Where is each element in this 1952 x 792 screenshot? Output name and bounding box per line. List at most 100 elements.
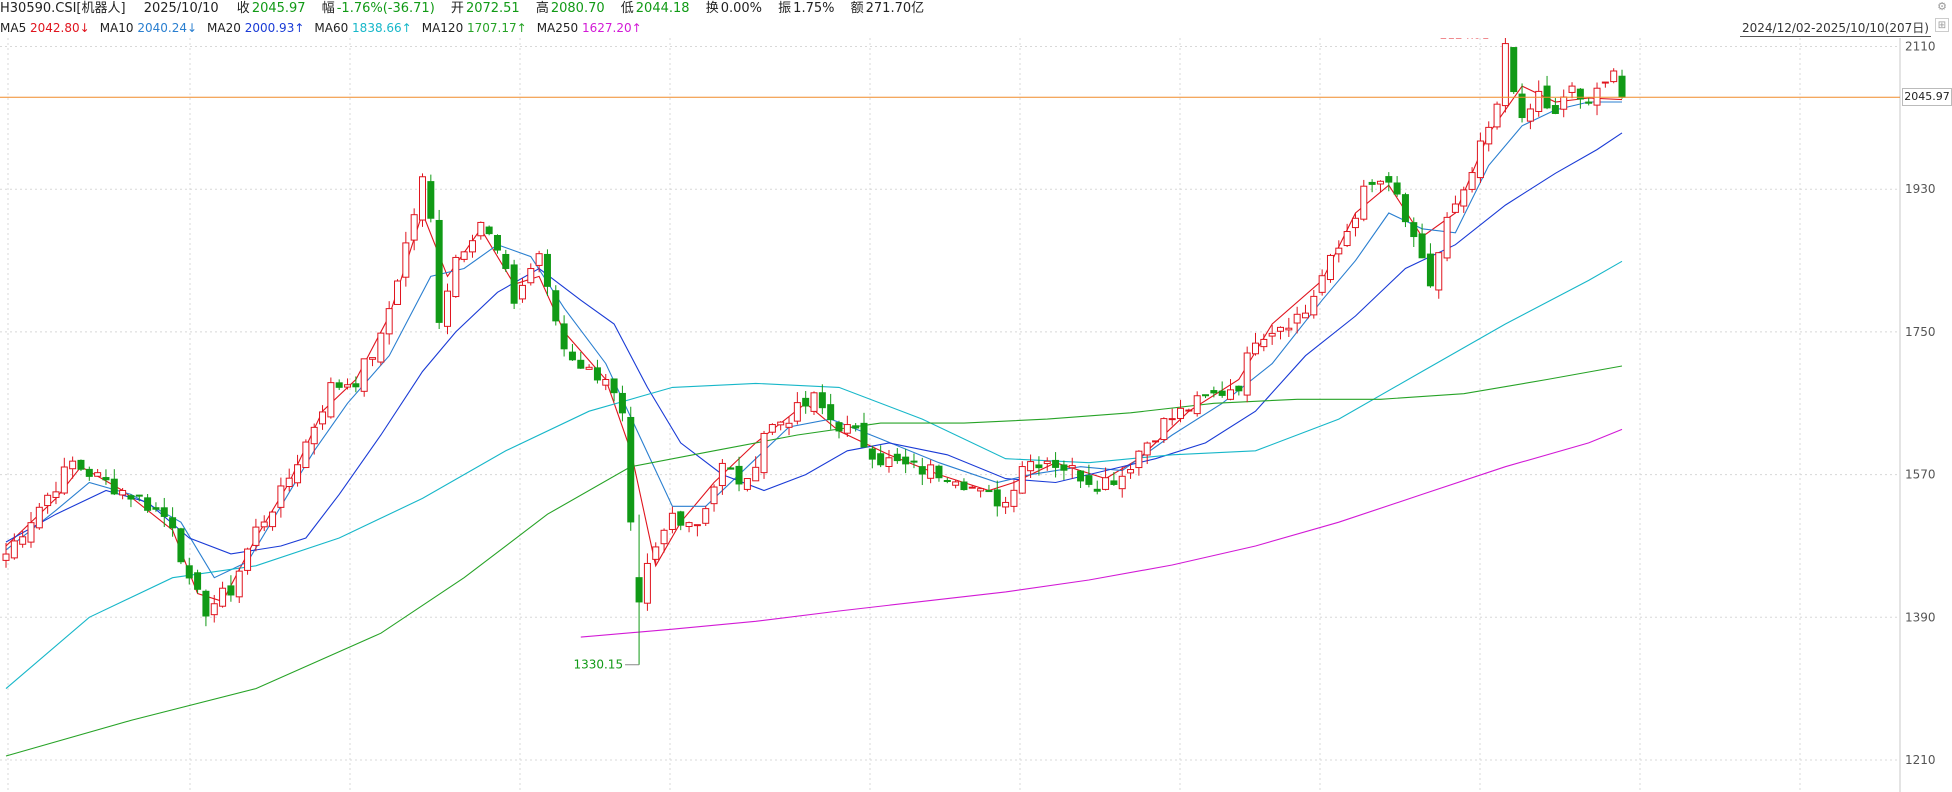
turnover-value: 0.00%	[720, 1, 763, 16]
candle-body	[943, 480, 951, 483]
ma-value: 1627.20↑	[581, 21, 642, 35]
candle-body	[94, 472, 102, 477]
candle-body	[1152, 440, 1160, 443]
candle-body	[660, 529, 668, 545]
low-label: 低	[620, 1, 634, 16]
candle-body	[1110, 480, 1118, 485]
candle-body	[1060, 464, 1068, 471]
candle-body	[260, 521, 268, 528]
candle-body	[427, 181, 435, 219]
candle-body	[1202, 394, 1210, 397]
candle-body	[627, 416, 635, 523]
candle-body	[402, 242, 410, 278]
candle-body	[1576, 88, 1584, 100]
candle-body	[410, 214, 418, 241]
candle-body	[443, 290, 451, 327]
open-label: 开	[450, 1, 464, 16]
close-field: 收 2045.97	[237, 1, 312, 16]
candle-body	[543, 253, 551, 287]
candle-body	[585, 366, 593, 370]
ma-legend-ma250: MA250 1627.20↑	[537, 21, 642, 35]
candle-body	[1568, 85, 1576, 93]
candle-body	[1526, 108, 1534, 122]
ma-label: MA250	[536, 21, 582, 35]
expand-icon[interactable]: ⊞	[1935, 18, 1949, 32]
candle-body	[1068, 465, 1076, 469]
ma-line-ma10	[5, 101, 1622, 579]
candle-body	[127, 495, 135, 500]
high-value: 2080.70	[550, 1, 605, 16]
candle-body	[860, 422, 868, 448]
candle-body	[877, 453, 885, 466]
candle-body	[852, 425, 860, 429]
candle-body	[843, 424, 851, 434]
high-label: 高	[535, 1, 549, 16]
candle-body	[510, 264, 518, 304]
candle-body	[702, 508, 710, 524]
candle-body	[1135, 450, 1143, 469]
candle-body	[335, 382, 343, 388]
ma-line-ma60	[5, 260, 1623, 690]
ma-legend-ma60: MA60 1838.66↑	[314, 21, 411, 35]
y-tick-label: 2110	[1905, 40, 1936, 54]
candle-body	[294, 464, 302, 484]
candle-body	[460, 251, 468, 260]
candle-body	[227, 585, 235, 596]
candle-body	[693, 524, 701, 527]
max-annotation-label: 2124.91	[1440, 38, 1490, 42]
candle-body	[485, 226, 493, 235]
candle-body	[752, 466, 760, 482]
y-tick-label: 1210	[1905, 753, 1936, 767]
ma-line-ma20	[5, 132, 1623, 555]
candle-body	[1102, 477, 1110, 490]
low-value: 2044.18	[635, 1, 690, 16]
candle-body	[502, 253, 510, 269]
candle-body	[1485, 126, 1493, 145]
candle-body	[394, 280, 402, 305]
open-field: 开 2072.51	[451, 1, 526, 16]
candle-body	[618, 392, 626, 414]
candle-body	[1393, 182, 1401, 195]
candle-body	[144, 497, 152, 511]
candle-body	[1052, 459, 1060, 468]
candle-body	[1493, 103, 1501, 128]
candle-body	[910, 460, 918, 463]
candle-body	[1193, 395, 1201, 415]
ma-label: MA120	[421, 21, 468, 35]
change-value: -1.76%(-36.71)	[336, 1, 435, 16]
candle-body	[593, 367, 601, 381]
candle-body	[52, 491, 60, 498]
candle-body	[235, 570, 243, 598]
candle-body	[1343, 231, 1351, 247]
candle-body	[102, 477, 110, 481]
candle-body	[194, 572, 202, 590]
candle-body	[1143, 442, 1151, 456]
candle-body	[60, 466, 68, 494]
high-field: 高 2080.70	[536, 1, 611, 16]
candle-body	[960, 481, 968, 491]
candle-body	[735, 465, 743, 485]
settings-icon[interactable]: ⚙	[1937, 0, 1947, 13]
ma-value: 2040.24↓	[137, 21, 198, 35]
candle-body	[1085, 475, 1093, 485]
candle-body	[1310, 295, 1318, 316]
candle-body	[1593, 87, 1601, 106]
candle-body	[1218, 390, 1226, 396]
candle-body	[568, 351, 576, 361]
candle-body	[27, 522, 35, 543]
candle-body	[1027, 461, 1035, 472]
ma-label: MA20	[207, 21, 245, 35]
candle-body	[743, 478, 751, 490]
candle-body	[918, 466, 926, 475]
amount-value: 271.70亿	[865, 1, 925, 16]
date-range-selector[interactable]: 2024/12/02-2025/10/10(207日)	[1740, 21, 1931, 37]
candle-body	[1501, 43, 1509, 107]
candle-body	[110, 478, 118, 495]
candle-body	[902, 456, 910, 465]
candlestick-chart[interactable]: 1210 1390 1570 1750 1930 2110 2124.91 1330.15	[0, 38, 1952, 792]
candle-body	[577, 359, 585, 369]
candle-body	[77, 459, 85, 470]
candle-body	[927, 464, 935, 479]
change-label: 幅	[321, 1, 335, 16]
candle-body	[1118, 475, 1126, 490]
